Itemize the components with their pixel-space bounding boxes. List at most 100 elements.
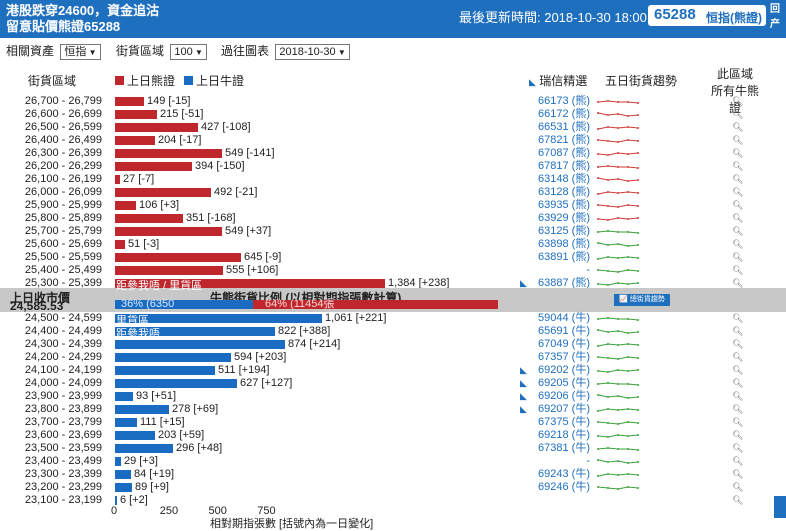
search-icon[interactable]: 🔍︎ [732,365,744,375]
search-icon[interactable]: 🔍︎ [732,122,744,132]
search-icon[interactable]: 🔍︎ [732,239,744,249]
total-trend-button[interactable]: 📈 總街貨趨勢 [614,294,670,306]
bear-bar[interactable] [115,136,155,145]
bear-bar[interactable] [115,253,241,262]
warrant-link[interactable]: 69205 (牛) [538,377,590,389]
warrant-link[interactable]: 63891 (熊) [538,251,590,263]
search-icon[interactable]: 🔍︎ [732,417,744,427]
bull-bar[interactable] [115,444,173,453]
bear-bar[interactable] [115,227,222,236]
bull-bar[interactable] [115,379,237,388]
bull-bar[interactable] [115,496,117,505]
search-icon[interactable]: 🔍︎ [732,391,744,401]
search-icon[interactable]: 🔍︎ [732,278,744,288]
search-icon[interactable]: 🔍︎ [732,495,744,505]
search-icon[interactable]: 🔍︎ [732,135,744,145]
range-select[interactable]: 100 [170,44,207,60]
search-icon[interactable]: 🔍︎ [732,213,744,223]
bear-bar[interactable] [115,240,125,249]
headline-line2[interactable]: 留意貼價熊證65288 [6,19,121,34]
bull-bar[interactable] [115,340,285,349]
search-icon[interactable]: 🔍︎ [732,313,744,323]
warrant-link[interactable]: 63898 (熊) [538,238,590,250]
bull-bar[interactable] [115,353,231,362]
bull-bar[interactable] [115,418,137,427]
warrant-link[interactable]: 69207 (牛) [538,403,590,415]
warrant-link[interactable]: - [586,455,590,467]
trend-sparkline [597,473,639,477]
warrant-link[interactable]: 67049 (牛) [538,338,590,350]
search-icon[interactable]: 🔍︎ [732,443,744,453]
featured-warrant-code[interactable]: 65288 [654,6,696,23]
scroll-top-button[interactable] [774,496,786,518]
warrant-link[interactable]: 67087 (熊) [538,147,590,159]
search-icon[interactable]: 🔍︎ [732,404,744,414]
warrant-link[interactable]: 63935 (熊) [538,199,590,211]
search-icon[interactable]: 🔍︎ [732,456,744,466]
warrant-link[interactable]: 63148 (熊) [538,173,590,185]
bull-bar[interactable] [115,483,132,492]
bull-bar[interactable] [115,405,169,414]
bear-bar[interactable] [115,279,385,288]
warrant-link[interactable]: - [586,264,590,276]
search-icon[interactable]: 🔍︎ [732,200,744,210]
warrant-link[interactable]: 63125 (熊) [538,225,590,237]
bear-bar[interactable] [115,162,192,171]
warrant-link[interactable]: 69246 (牛) [538,481,590,493]
warrant-link[interactable]: 67817 (熊) [538,160,590,172]
headline[interactable]: 港股跌穿24600，資金追沽 留意貼價熊證65288 [6,3,159,35]
bear-bar[interactable] [115,214,183,223]
warrant-link[interactable]: 69202 (牛) [538,364,590,376]
search-icon[interactable]: 🔍︎ [732,339,744,349]
asset-select[interactable]: 恒指 [60,44,101,60]
warrant-link[interactable]: 67357 (牛) [538,351,590,363]
bear-bar[interactable] [115,188,211,197]
warrant-link[interactable]: 67381 (牛) [538,442,590,454]
bear-bar[interactable] [115,149,222,158]
bull-bar[interactable] [115,470,131,479]
bear-bar[interactable] [115,97,144,106]
warrant-link[interactable]: 69243 (牛) [538,468,590,480]
bear-bar[interactable] [115,201,136,210]
bear-bar[interactable] [115,110,157,119]
warrant-link[interactable]: 59044 (牛) [538,312,590,324]
search-icon[interactable]: 🔍︎ [732,187,744,197]
warrant-link[interactable]: 69206 (牛) [538,390,590,402]
warrant-link[interactable]: 63929 (熊) [538,212,590,224]
search-icon[interactable]: 🔍︎ [732,109,744,119]
search-icon[interactable]: 🔍︎ [732,469,744,479]
search-icon[interactable]: 🔍︎ [732,482,744,492]
search-icon[interactable]: 🔍︎ [732,352,744,362]
bear-bar[interactable] [115,123,198,132]
search-icon[interactable]: 🔍︎ [732,174,744,184]
bull-bar[interactable] [115,457,121,466]
search-icon[interactable]: 🔍︎ [732,326,744,336]
search-icon[interactable]: 🔍︎ [732,265,744,275]
featured-warrant-box[interactable]: 65288 恒指(熊證) [648,5,766,26]
warrant-link[interactable]: 66172 (熊) [538,108,590,120]
search-icon[interactable]: 🔍︎ [732,252,744,262]
bear-bar[interactable] [115,266,223,275]
search-icon[interactable]: 🔍︎ [732,161,744,171]
bear-bar[interactable] [115,175,120,184]
warrant-link[interactable]: 67375 (牛) [538,416,590,428]
search-icon[interactable]: 🔍︎ [732,430,744,440]
bull-bar[interactable] [115,392,133,401]
bull-bar[interactable] [115,314,322,323]
bull-bar[interactable] [115,366,215,375]
search-icon[interactable]: 🔍︎ [732,148,744,158]
warrant-link[interactable]: 66173 (熊) [538,95,590,107]
search-icon[interactable]: 🔍︎ [732,96,744,106]
warrant-link[interactable]: 69218 (牛) [538,429,590,441]
warrant-link[interactable]: 63887 (熊) [538,277,590,289]
warrant-link[interactable]: 63128 (熊) [538,186,590,198]
search-icon[interactable]: 🔍︎ [732,378,744,388]
date-select[interactable]: 2018-10-30 [275,44,350,60]
bull-bar[interactable] [115,327,275,336]
warrant-link[interactable]: 66531 (熊) [538,121,590,133]
warrant-link[interactable]: 67821 (熊) [538,134,590,146]
search-icon[interactable]: 🔍︎ [732,226,744,236]
warrant-link[interactable]: 65691 (牛) [538,325,590,337]
headline-line1[interactable]: 港股跌穿24600，資金追沽 [6,3,160,18]
bull-bar[interactable] [115,431,155,440]
